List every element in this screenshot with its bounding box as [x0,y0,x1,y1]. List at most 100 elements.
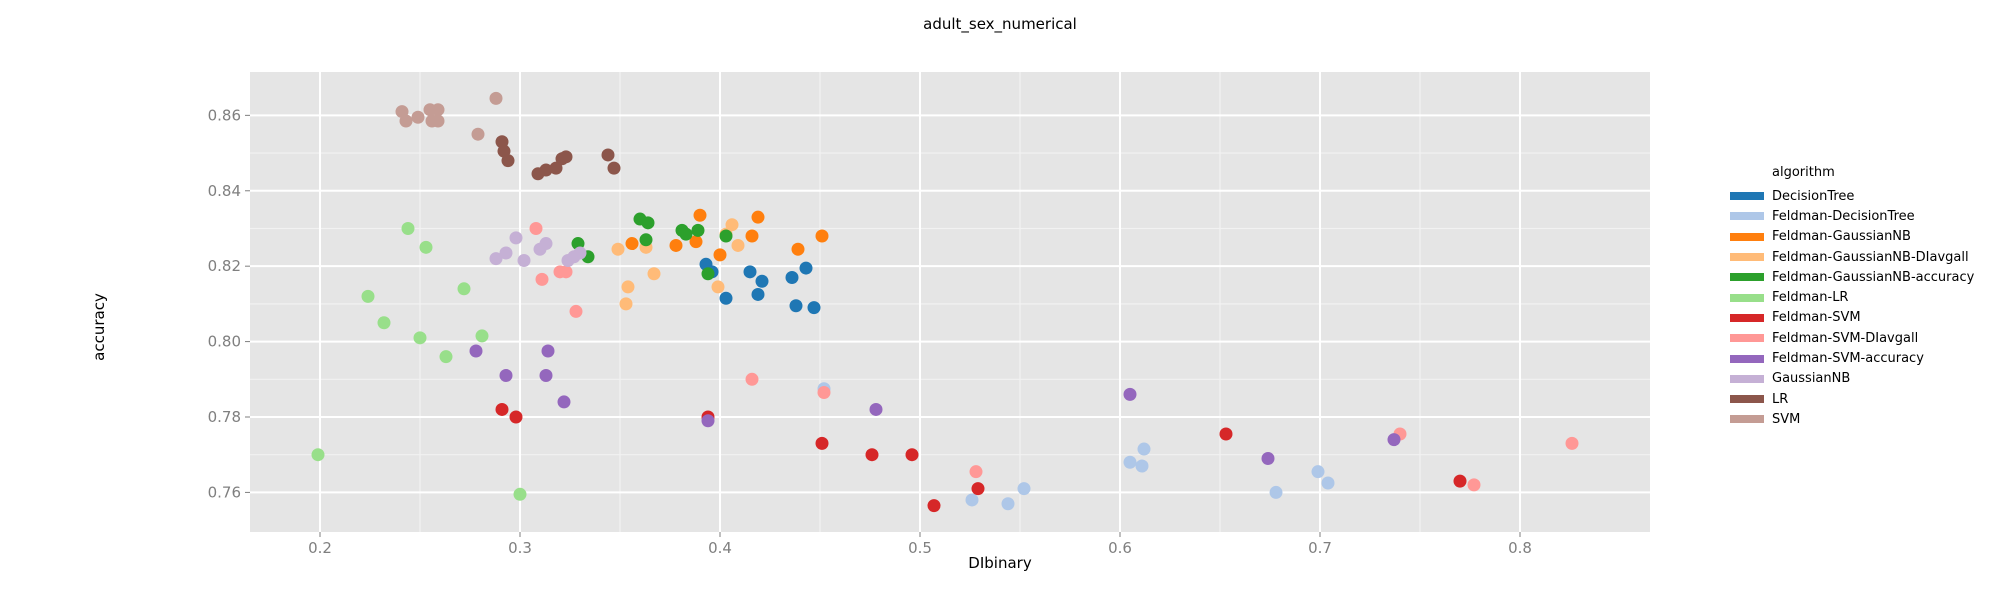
data-point-svm [432,115,445,128]
data-point-feldman-decisiontree [1136,460,1149,473]
data-point-feldman-gaussiannb-diavgall [612,243,625,256]
legend-label: Feldman-DecisionTree [1772,209,1915,224]
data-point-svm [400,115,413,128]
y-axis-label: accuracy [90,293,108,361]
data-point-feldman-decisiontree [1124,456,1137,469]
data-point-feldman-svm [928,499,941,512]
x-tick-label: 0.3 [508,539,532,557]
data-point-feldman-gaussiannb-diavgall [622,280,635,293]
legend-items: DecisionTree Feldman-DecisionTree Feldman-… [1730,186,1974,430]
legend-label: Feldman-GaussianNB [1772,229,1911,244]
data-point-feldman-decisiontree [1138,443,1151,456]
data-point-feldman-svm [816,437,829,450]
data-point-feldman-lr [476,329,489,342]
y-tick-label: 0.76 [208,483,241,501]
data-point-feldman-svm [972,482,985,495]
data-point-feldman-gaussiannb [670,239,683,252]
legend-label: LR [1772,392,1788,407]
legend-swatch [1730,273,1764,281]
data-point-feldman-decisiontree [1002,497,1015,510]
legend-swatch [1730,314,1764,322]
legend-item-feldman-gaussiannb-accuracy: Feldman-GaussianNB-accuracy [1730,267,1974,287]
data-point-feldman-gaussiannb-accuracy [692,224,705,237]
legend-swatch [1730,334,1764,342]
data-point-feldman-gaussiannb [752,211,765,224]
data-point-feldman-lr [362,290,375,303]
data-point-decisiontree [756,275,769,288]
data-point-feldman-lr [440,350,453,363]
data-point-feldman-svm-diavgall [746,373,759,386]
legend: algorithm DecisionTree Feldman-DecisionTr… [1730,165,1974,430]
data-point-gaussiannb [540,237,553,250]
data-point-feldman-lr [312,448,325,461]
x-axis-ticks: 0.2 0.3 0.4 0.5 0.6 0.7 0.8 [308,532,1532,557]
y-tick-label: 0.78 [208,408,241,426]
x-axis-label: DIbinary [968,554,1032,572]
legend-item-feldman-lr: Feldman-LR [1730,287,1974,307]
data-point-feldman-decisiontree [1018,482,1031,495]
data-point-feldman-gaussiannb-accuracy [640,233,653,246]
legend-label: Feldman-SVM-DIavgall [1772,331,1918,346]
data-point-feldman-svm-accuracy [470,345,483,358]
legend-swatch [1730,212,1764,220]
legend-swatch [1730,192,1764,200]
data-point-feldman-decisiontree [1312,465,1325,478]
x-tick-label: 0.4 [708,539,732,557]
y-tick-label: 0.84 [208,182,241,200]
data-point-feldman-svm-accuracy [1124,388,1137,401]
data-point-feldman-lr [514,488,527,501]
legend-swatch [1730,375,1764,383]
data-point-feldman-svm-accuracy [1262,452,1275,465]
x-tick-label: 0.7 [1308,539,1332,557]
legend-label: Feldman-SVM [1772,310,1861,325]
legend-swatch [1730,233,1764,241]
data-point-feldman-gaussiannb-accuracy [680,228,693,241]
data-point-feldman-svm-diavgall [818,386,831,399]
data-point-feldman-svm [1220,427,1233,440]
data-point-feldman-gaussiannb-diavgall [726,218,739,231]
legend-label: Feldman-LR [1772,290,1848,305]
data-point-decisiontree [790,299,803,312]
data-point-decisiontree [744,265,757,278]
legend-title: algorithm [1772,165,1974,180]
x-tick-label: 0.5 [908,539,932,557]
data-point-decisiontree [800,262,813,275]
data-point-decisiontree [752,288,765,301]
data-point-feldman-svm-accuracy [540,369,553,382]
data-point-feldman-gaussiannb [746,230,759,243]
y-tick-label: 0.86 [208,106,241,124]
legend-item-feldman-svm-accuracy: Feldman-SVM-accuracy [1730,348,1974,368]
data-point-decisiontree [808,301,821,314]
legend-item-feldman-svm-diavgall: Feldman-SVM-DIavgall [1730,328,1974,348]
legend-label: Feldman-GaussianNB-DIavgall [1772,250,1969,265]
data-point-feldman-svm-accuracy [558,395,571,408]
y-tick-label: 0.82 [208,257,241,275]
data-point-feldman-lr [378,316,391,329]
data-point-gaussiannb [500,246,513,259]
data-point-feldman-gaussiannb-diavgall [620,297,633,310]
legend-swatch [1730,253,1764,261]
data-point-feldman-svm [906,448,919,461]
data-point-feldman-lr [402,222,415,235]
data-point-feldman-decisiontree [1322,476,1335,489]
data-point-feldman-gaussiannb-diavgall [648,267,661,280]
x-tick-label: 0.8 [1508,539,1532,557]
data-point-gaussiannb [574,246,587,259]
data-point-feldman-svm-diavgall [536,273,549,286]
data-point-lr [602,148,615,161]
legend-item-feldman-gaussiannb-diavgall: Feldman-GaussianNB-DIavgall [1730,247,1974,267]
data-point-feldman-gaussiannb-accuracy [642,216,655,229]
data-point-feldman-gaussiannb [694,209,707,222]
x-tick-label: 0.6 [1108,539,1132,557]
legend-item-feldman-decisiontree: Feldman-DecisionTree [1730,206,1974,226]
y-axis-ticks: 0.76 0.78 0.80 0.82 0.84 0.86 [208,106,250,501]
x-tick-label: 0.2 [308,539,332,557]
data-point-feldman-lr [414,331,427,344]
data-point-lr [502,154,515,167]
legend-swatch [1730,395,1764,403]
data-point-feldman-gaussiannb [792,243,805,256]
data-point-feldman-svm-accuracy [1388,433,1401,446]
data-point-feldman-svm [866,448,879,461]
data-point-feldman-svm-diavgall [1566,437,1579,450]
